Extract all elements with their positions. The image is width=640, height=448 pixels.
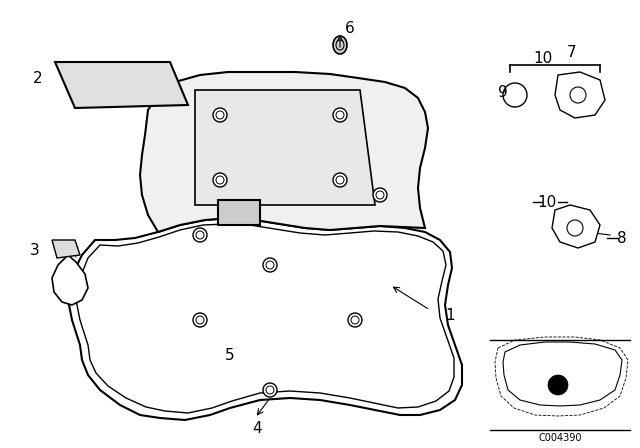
- Text: 4: 4: [252, 421, 262, 435]
- Ellipse shape: [333, 36, 347, 54]
- Circle shape: [263, 383, 277, 397]
- Text: M: M: [233, 206, 245, 219]
- Polygon shape: [140, 72, 428, 232]
- Polygon shape: [52, 240, 80, 258]
- Polygon shape: [195, 90, 375, 205]
- Text: 5: 5: [225, 348, 235, 362]
- Circle shape: [333, 173, 347, 187]
- Polygon shape: [555, 72, 605, 118]
- Polygon shape: [55, 62, 188, 108]
- Circle shape: [213, 108, 227, 122]
- Text: 2: 2: [33, 70, 43, 86]
- Text: BMW MPOWER: BMW MPOWER: [81, 77, 156, 89]
- Text: 10: 10: [533, 51, 552, 65]
- Polygon shape: [218, 200, 260, 225]
- Text: 7: 7: [567, 44, 577, 60]
- Text: C004390: C004390: [538, 433, 582, 443]
- Text: 1: 1: [445, 307, 455, 323]
- Text: 8: 8: [617, 231, 627, 246]
- Text: 6: 6: [345, 21, 355, 35]
- Circle shape: [373, 188, 387, 202]
- Text: 10: 10: [538, 194, 557, 210]
- Polygon shape: [552, 205, 600, 248]
- Circle shape: [193, 313, 207, 327]
- Polygon shape: [52, 255, 88, 305]
- Text: 3: 3: [30, 242, 40, 258]
- Circle shape: [263, 258, 277, 272]
- Circle shape: [193, 228, 207, 242]
- Circle shape: [333, 108, 347, 122]
- Circle shape: [548, 375, 568, 395]
- Circle shape: [503, 83, 527, 107]
- Circle shape: [348, 313, 362, 327]
- Text: 9: 9: [498, 85, 508, 99]
- Circle shape: [213, 173, 227, 187]
- Polygon shape: [68, 218, 462, 420]
